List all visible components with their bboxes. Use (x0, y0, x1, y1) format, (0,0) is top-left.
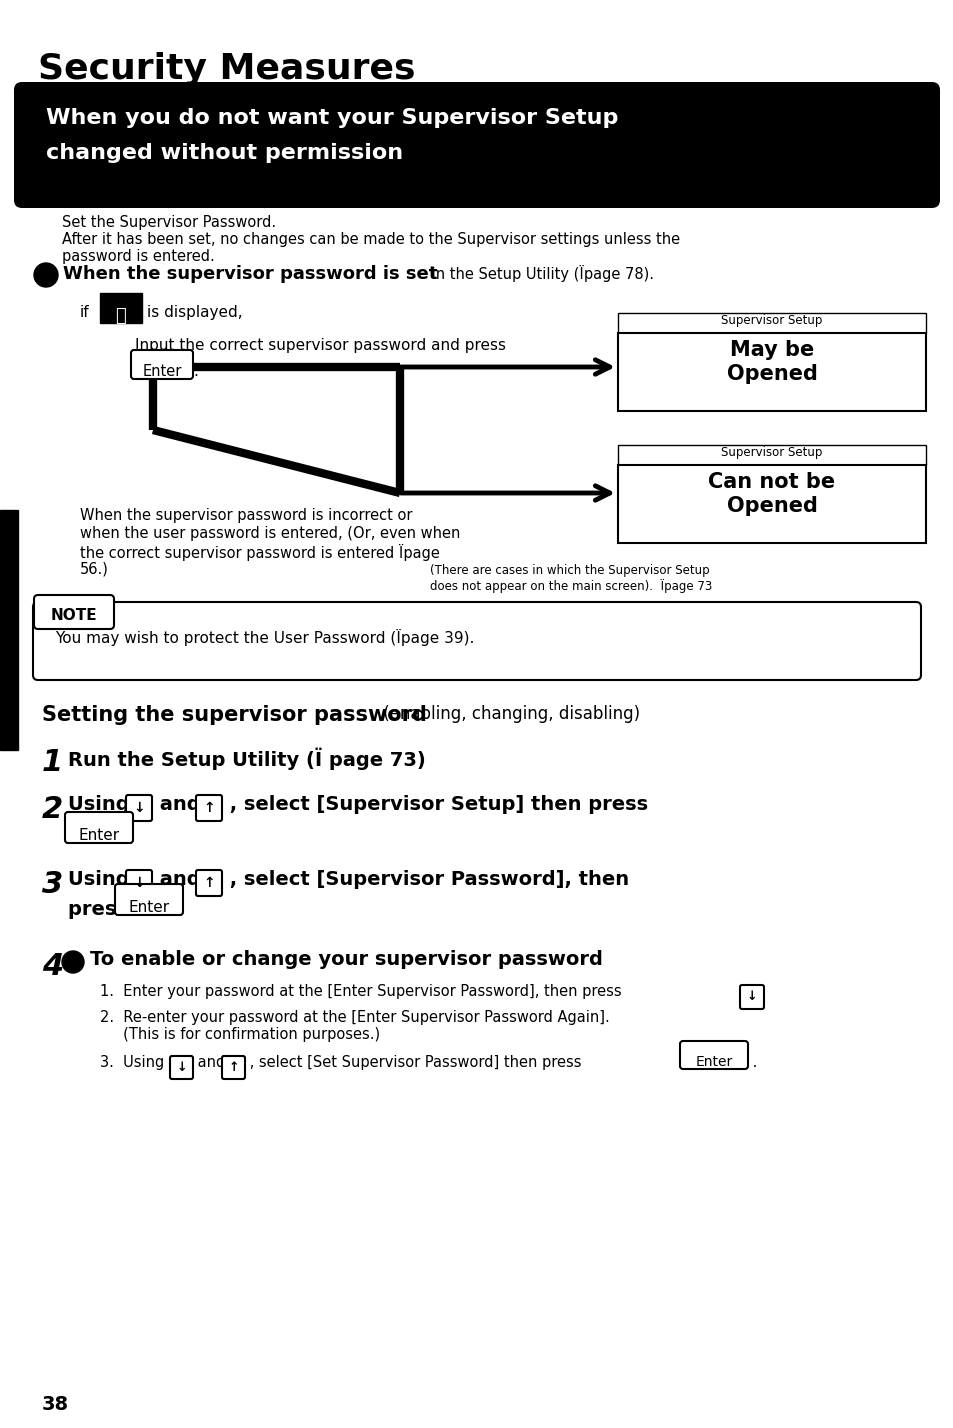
FancyBboxPatch shape (34, 595, 113, 628)
Text: , select [Supervisor Setup] then press: , select [Supervisor Setup] then press (223, 795, 647, 814)
Text: does not appear on the main screen).  Ïpage 73: does not appear on the main screen). Ïpa… (430, 578, 712, 593)
Text: You may wish to protect the User Password (Ïpage 39).: You may wish to protect the User Passwor… (55, 628, 474, 645)
FancyBboxPatch shape (126, 870, 152, 895)
Text: NOTE: NOTE (51, 608, 97, 623)
Bar (618, 313, 925, 333)
Text: Enter: Enter (129, 900, 170, 915)
Text: Supervisor Setup: Supervisor Setup (720, 446, 821, 458)
Text: Set the Supervisor Password.: Set the Supervisor Password. (62, 216, 275, 230)
Text: 38: 38 (42, 1395, 69, 1414)
Text: 3: 3 (42, 870, 63, 900)
Text: Input the correct supervisor password and press: Input the correct supervisor password an… (135, 338, 505, 353)
Text: and: and (152, 795, 207, 814)
Text: When the supervisor password is incorrect or: When the supervisor password is incorrec… (80, 508, 412, 523)
Text: Enter: Enter (142, 364, 181, 378)
FancyBboxPatch shape (170, 1055, 193, 1080)
Circle shape (34, 263, 58, 287)
Text: 3.  Using: 3. Using (100, 1055, 169, 1070)
Text: ⚿: ⚿ (115, 307, 126, 326)
FancyBboxPatch shape (14, 81, 939, 208)
Circle shape (62, 951, 84, 972)
Text: Using: Using (68, 795, 136, 814)
Text: ↑: ↑ (203, 801, 214, 815)
FancyBboxPatch shape (131, 350, 193, 378)
Text: After it has been set, no changes can be made to the Supervisor settings unless : After it has been set, no changes can be… (62, 231, 679, 247)
Text: password is entered.: password is entered. (62, 248, 214, 264)
Text: (This is for confirmation purposes.): (This is for confirmation purposes.) (100, 1027, 379, 1042)
FancyBboxPatch shape (679, 1041, 747, 1070)
Text: 2: 2 (42, 795, 63, 824)
Text: Supervisor Setup: Supervisor Setup (720, 314, 821, 327)
Bar (618, 333, 925, 411)
Text: When the supervisor password is set: When the supervisor password is set (63, 266, 436, 283)
Text: When you do not want your Supervisor Setup: When you do not want your Supervisor Set… (46, 109, 618, 129)
Text: Enter: Enter (695, 1055, 732, 1070)
Text: Security Measures: Security Measures (38, 51, 416, 86)
FancyBboxPatch shape (195, 870, 222, 895)
Text: ↑: ↑ (203, 875, 214, 890)
FancyBboxPatch shape (222, 1055, 245, 1080)
Text: and: and (152, 870, 207, 890)
Text: (There are cases in which the Supervisor Setup: (There are cases in which the Supervisor… (430, 564, 709, 577)
Text: Using: Using (68, 870, 136, 890)
Bar (0, 510, 18, 750)
Text: is displayed,: is displayed, (147, 306, 242, 320)
FancyBboxPatch shape (740, 985, 763, 1010)
Text: ↓: ↓ (176, 1061, 187, 1074)
Text: .: . (747, 1055, 757, 1070)
Text: Setting the supervisor password: Setting the supervisor password (42, 705, 426, 725)
Text: ↓: ↓ (746, 991, 757, 1004)
Text: the correct supervisor password is entered Ïpage: the correct supervisor password is enter… (80, 544, 439, 561)
Bar (618, 446, 925, 466)
Text: 1: 1 (42, 748, 63, 777)
Text: ↑: ↑ (228, 1061, 238, 1074)
Text: May be
Opened: May be Opened (726, 340, 817, 384)
Text: To enable or change your supervisor password: To enable or change your supervisor pass… (90, 950, 602, 970)
Text: ↓: ↓ (133, 875, 145, 890)
Text: 56.): 56.) (80, 563, 109, 577)
Text: Can not be
Opened: Can not be Opened (708, 471, 835, 517)
Text: and: and (193, 1055, 230, 1070)
Text: press: press (68, 900, 134, 920)
FancyBboxPatch shape (115, 884, 183, 915)
Text: 2.  Re-enter your password at the [Enter Supervisor Password Again].: 2. Re-enter your password at the [Enter … (100, 1010, 609, 1025)
Text: Run the Setup Utility (Ï page 73): Run the Setup Utility (Ï page 73) (68, 748, 425, 771)
Text: ↓: ↓ (133, 801, 145, 815)
Text: changed without permission: changed without permission (46, 143, 403, 163)
Text: 1.  Enter your password at the [Enter Supervisor Password], then press: 1. Enter your password at the [Enter Sup… (100, 984, 621, 1000)
Text: , select [Set Supervisor Password] then press: , select [Set Supervisor Password] then … (245, 1055, 585, 1070)
Text: if: if (80, 306, 90, 320)
FancyBboxPatch shape (100, 293, 142, 323)
Text: 4: 4 (42, 952, 63, 981)
Text: (enabling, changing, disabling): (enabling, changing, disabling) (377, 705, 639, 723)
FancyBboxPatch shape (33, 603, 920, 680)
Text: in the Setup Utility (Ïpage 78).: in the Setup Utility (Ïpage 78). (427, 266, 654, 281)
FancyBboxPatch shape (65, 813, 132, 843)
Text: Enter: Enter (78, 828, 119, 843)
Text: .: . (193, 364, 197, 378)
Text: when the user password is entered, (Or, even when: when the user password is entered, (Or, … (80, 526, 460, 541)
FancyBboxPatch shape (195, 795, 222, 821)
Text: , select [Supervisor Password], then: , select [Supervisor Password], then (223, 870, 628, 890)
Bar (618, 466, 925, 543)
FancyBboxPatch shape (126, 795, 152, 821)
